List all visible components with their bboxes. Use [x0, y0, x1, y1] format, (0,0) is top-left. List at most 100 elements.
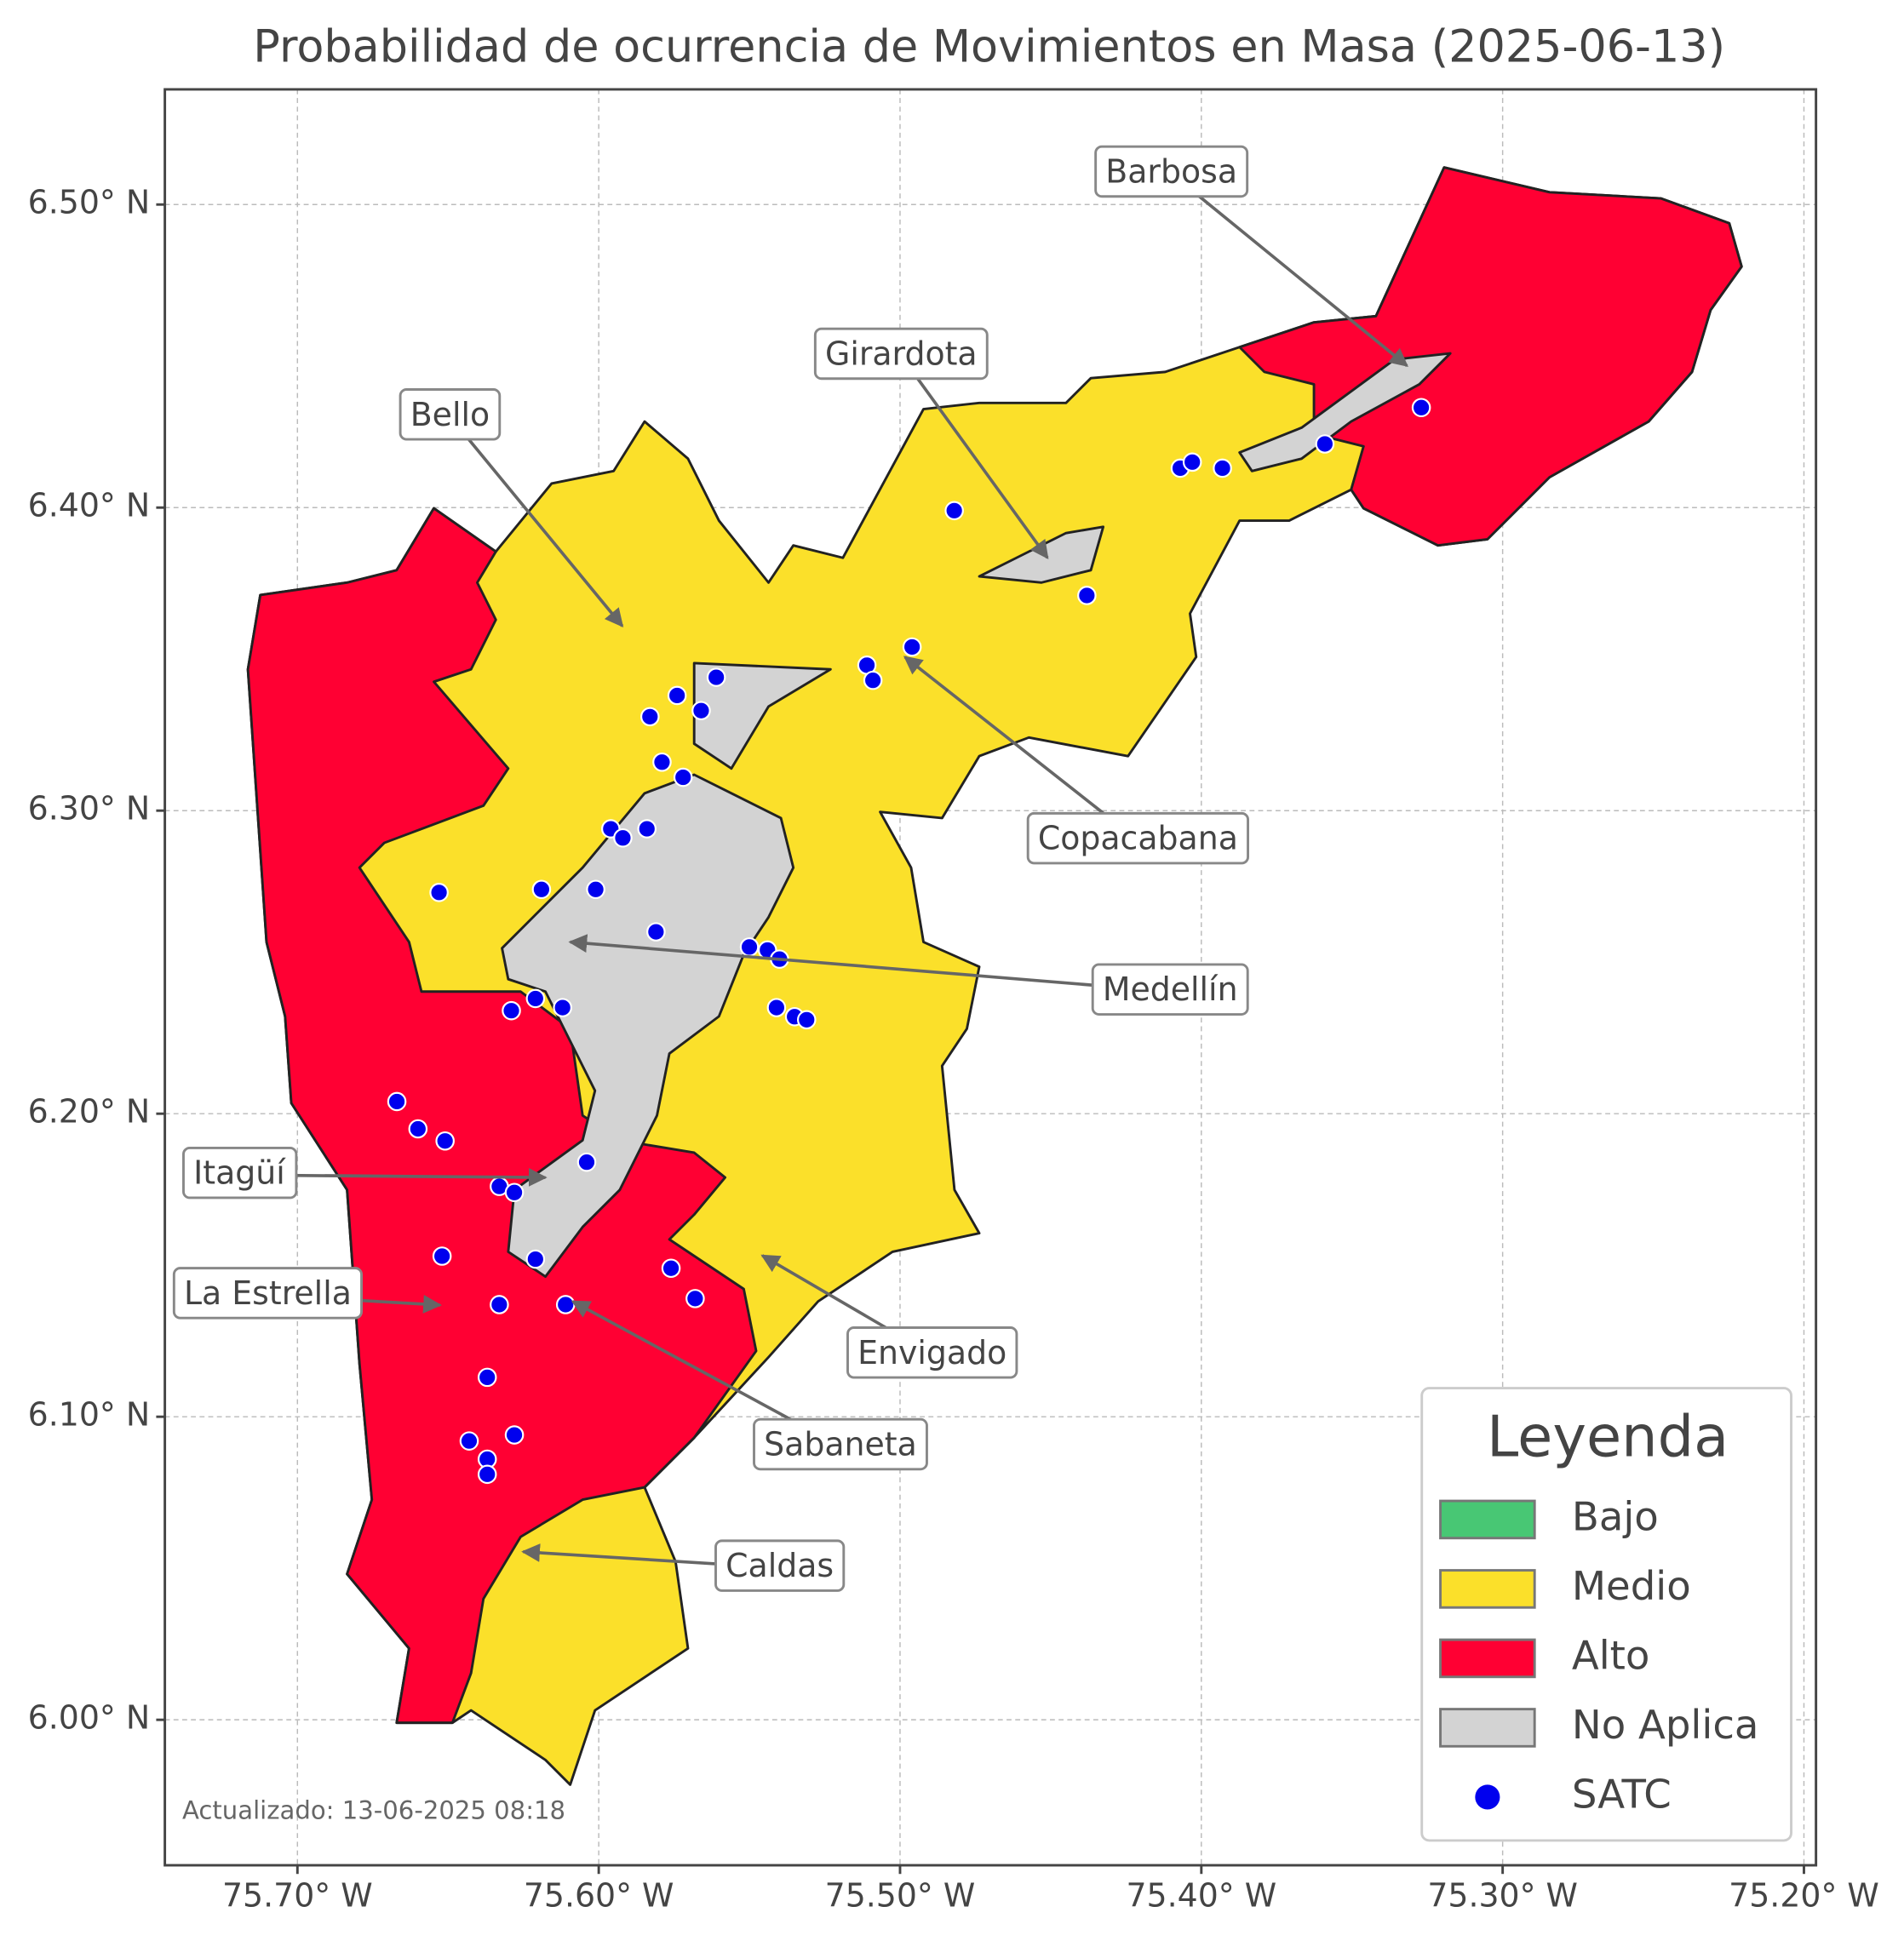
annotation: Itagüí [182, 1146, 298, 1200]
satc-point [661, 1258, 681, 1279]
annotation-label: Girardota [825, 335, 978, 372]
footnote: Actualizado: 13-06-2025 08:18 [182, 1795, 565, 1824]
annotation: Sabaneta [753, 1417, 928, 1471]
annotation-label: Envigado [857, 1334, 1006, 1371]
x-tick-label: 75.40° W [1126, 1876, 1276, 1914]
annotation-box [813, 327, 989, 381]
annotation-arrow [568, 934, 1171, 993]
annotation-box [1026, 811, 1250, 865]
plot-frame [163, 88, 1818, 1867]
y-tick-label: 6.20° N [28, 1093, 150, 1131]
annotation-box [714, 1539, 846, 1592]
x-tick-label: 75.70° W [222, 1876, 373, 1914]
satc-point [1077, 586, 1097, 605]
satc-point [502, 1000, 521, 1021]
legend-label: Bajo [1572, 1493, 1659, 1539]
y-tick-label: 6.10° N [28, 1396, 150, 1434]
satc-point [863, 670, 883, 690]
satc-point [432, 1246, 452, 1266]
annotation-arrow [899, 354, 1049, 560]
satc-point [613, 827, 633, 848]
satc-point [553, 998, 572, 1017]
satc-point [944, 501, 964, 521]
satc-point [1411, 398, 1431, 418]
satc-point [525, 1249, 546, 1269]
satc-point [667, 685, 687, 706]
annotation: Bello [399, 388, 502, 441]
satc-point [685, 1289, 705, 1308]
satc-point [646, 922, 666, 942]
annotation-label: Itagüí [193, 1154, 286, 1192]
legend-swatch [1439, 1708, 1536, 1748]
annotation-box [1091, 963, 1249, 1016]
x-tick-label: 75.30° W [1427, 1876, 1578, 1914]
legend-label: Alto [1572, 1632, 1650, 1678]
legend-swatch [1439, 1638, 1536, 1679]
region-alto [246, 507, 758, 1725]
x-tick-label: 75.20° W [1729, 1876, 1879, 1914]
satc-point [586, 879, 605, 900]
y-tick-label: 6.50° N [28, 184, 150, 221]
legend-label: Medio [1572, 1563, 1691, 1609]
satc-point [691, 701, 711, 721]
satc-point [504, 1182, 525, 1203]
annotation-label: Caldas [725, 1547, 834, 1584]
annotation-arrow [903, 656, 1139, 842]
region-no-aplica [692, 661, 832, 770]
legend-swatch [1439, 1499, 1536, 1540]
satc-point [640, 707, 660, 727]
annotation-box [846, 1326, 1018, 1379]
annotation-label: Barbosa [1105, 152, 1237, 190]
satc-point [477, 1464, 497, 1485]
satc-point [555, 1295, 576, 1314]
satc-point [531, 879, 552, 900]
annotation-arrow [449, 415, 624, 627]
legend-label: SATC [1572, 1771, 1672, 1817]
annotation-label: La Estrella [184, 1274, 352, 1312]
satc-point [435, 1131, 455, 1151]
annotation: La Estrella [172, 1267, 363, 1320]
region-no-aplica [1238, 352, 1452, 472]
annotation-label: Sabaneta [764, 1426, 917, 1463]
x-tick-label: 75.50° W [825, 1876, 976, 1914]
satc-point [739, 937, 760, 957]
annotation-box [753, 1417, 928, 1471]
annotation-arrow [1170, 172, 1408, 368]
y-tick-label: 6.00° N [28, 1699, 150, 1737]
annotation-box [1094, 145, 1249, 198]
annotation: Girardota [813, 327, 989, 381]
legend-marker [1475, 1784, 1500, 1810]
satc-point [1315, 434, 1335, 454]
annotation: Medellín [1091, 963, 1249, 1016]
annotation-label: Bello [410, 396, 490, 433]
annotation-box [172, 1267, 363, 1320]
legend-swatch [1439, 1569, 1536, 1609]
satc-point [429, 883, 449, 902]
annotation-box [182, 1146, 298, 1200]
annotation: Barbosa [1094, 145, 1249, 198]
satc-point [652, 752, 672, 772]
y-tick-label: 6.40° N [28, 487, 150, 524]
annotation: Caldas [714, 1539, 846, 1592]
x-tick-label: 75.60° W [524, 1876, 674, 1914]
satc-point [706, 667, 726, 687]
satc-point [1182, 452, 1202, 472]
legend-title: Leyenda [1487, 1403, 1729, 1469]
satc-point [637, 819, 657, 839]
satc-point [902, 637, 922, 657]
legend-label: No Aplica [1572, 1702, 1759, 1748]
satc-point [766, 998, 787, 1017]
satc-point [525, 988, 546, 1009]
satc-point [477, 1367, 497, 1388]
satc-point [387, 1091, 407, 1112]
satc-point [459, 1431, 479, 1451]
annotation-label: Medellín [1103, 970, 1238, 1008]
satc-point [1213, 458, 1232, 478]
satc-point [504, 1425, 525, 1445]
annotation: Envigado [846, 1326, 1018, 1379]
annotation: Copacabana [1026, 811, 1250, 865]
map-title: Probabilidad de ocurrencia de Movimiento… [253, 20, 1725, 72]
satc-point [490, 1295, 509, 1314]
